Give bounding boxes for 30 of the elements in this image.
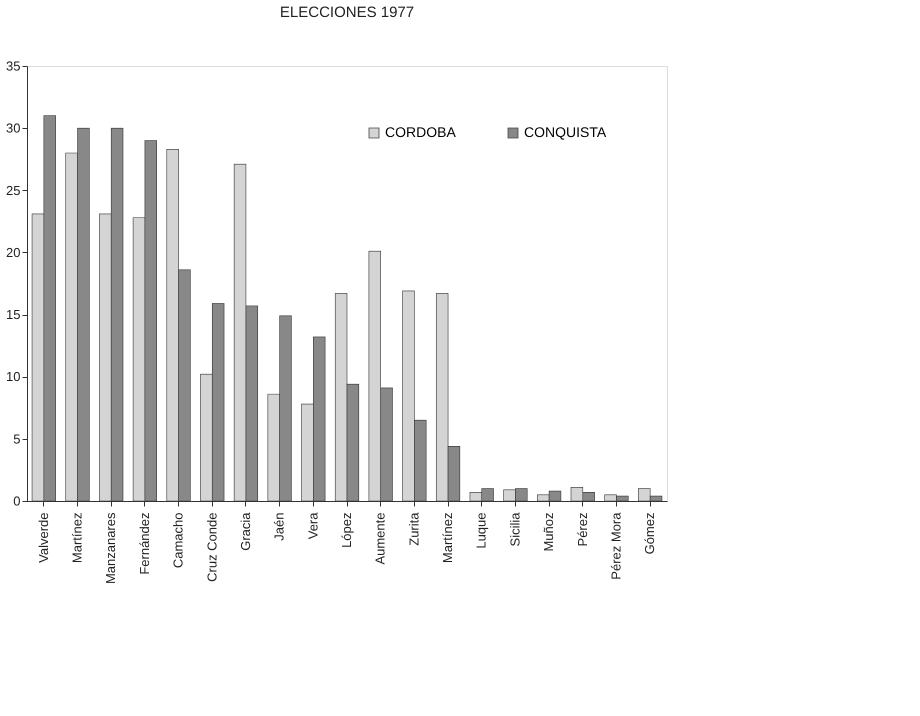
x-tick-label: Gracia	[238, 512, 253, 551]
y-tick-label: 25	[6, 182, 20, 198]
x-tick-label: Jaén	[272, 512, 287, 541]
x-tick-label: López	[339, 512, 354, 548]
y-tick-label: 30	[6, 120, 20, 136]
x-tick-label: Martínez	[70, 512, 85, 564]
x-tick-label: Manzanares	[103, 512, 118, 584]
x-tick-label: Martínez	[440, 512, 456, 564]
legend-label: CORDOBA	[385, 124, 456, 140]
x-tick-label: Sicilia	[507, 512, 522, 546]
x-tick-label: Luque	[474, 512, 489, 549]
x-tick-label: Valverde	[36, 512, 51, 563]
chart-title: ELECCIONES 1977	[280, 4, 414, 21]
x-tick-label: Zurita	[406, 512, 422, 546]
x-tick-label: Muñoz	[541, 512, 556, 552]
x-tick-label: Pérez	[574, 512, 590, 546]
x-tick-label: Pérez Mora	[608, 512, 624, 580]
x-tick-label: Cruz Conde	[204, 512, 220, 582]
legend-label: CONQUISTA	[524, 124, 607, 140]
x-tick-label: Gómez	[642, 512, 658, 554]
y-tick-label: 20	[6, 244, 20, 260]
x-tick-label: Vera	[305, 512, 320, 540]
y-tick-label: 5	[13, 431, 20, 446]
y-tick-label: 10	[6, 369, 20, 384]
y-tick-label: 0	[13, 494, 20, 508]
x-tick-label: Camacho	[170, 512, 186, 568]
x-tick-label: Fernández	[136, 512, 152, 575]
y-tick-label: 35	[6, 58, 20, 74]
y-tick-label: 15	[6, 307, 20, 322]
x-tick-label: Aumente	[372, 512, 388, 565]
